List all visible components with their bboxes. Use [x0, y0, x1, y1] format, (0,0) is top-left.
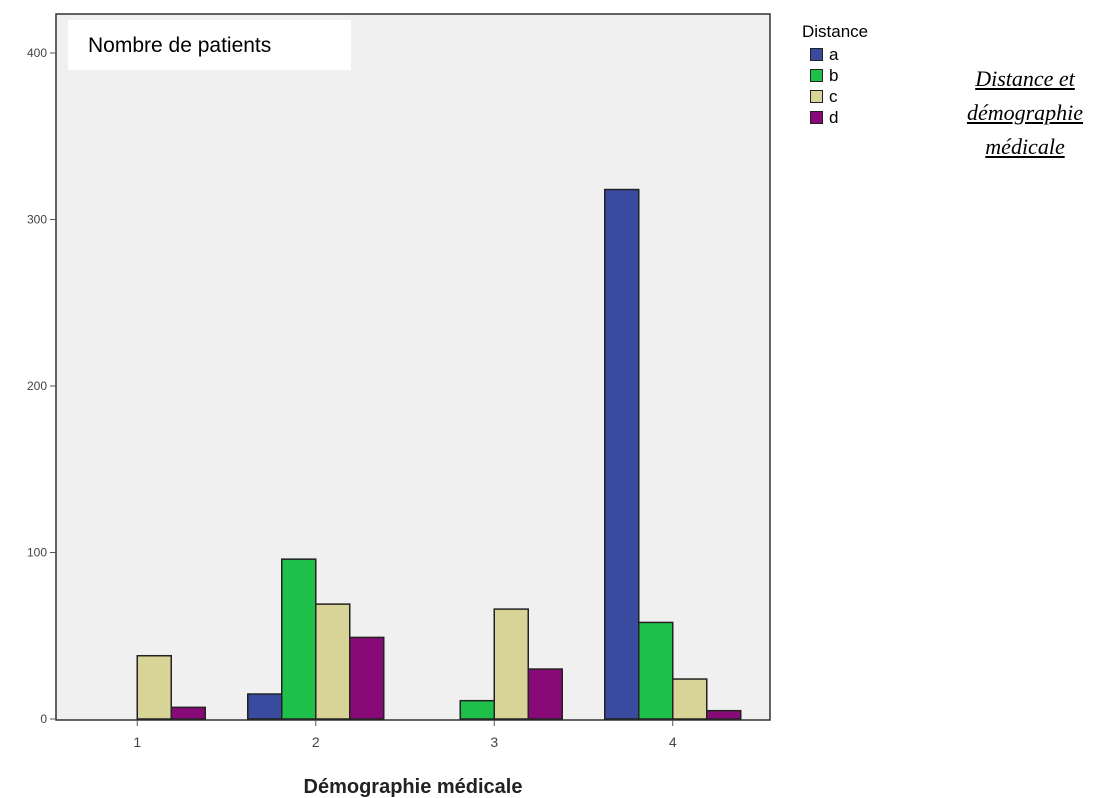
side-title-line-1: Distance et — [975, 66, 1075, 91]
bar-d-2 — [349, 636, 385, 720]
side-title-line-3: médicale — [985, 134, 1065, 159]
bar-a-4 — [604, 188, 640, 720]
bar-b-4 — [638, 621, 674, 720]
bars-group — [136, 188, 742, 720]
x-axis-label: Démographie médicale — [304, 776, 523, 798]
legend-swatch — [810, 90, 823, 103]
side-title: Distance et démographie médicale — [930, 62, 1107, 164]
x-tick-label: 4 — [669, 734, 677, 750]
bar-d-1 — [170, 706, 206, 720]
y-tick-label: 200 — [27, 379, 47, 393]
bar-d-3 — [527, 668, 563, 720]
x-tick-label: 1 — [133, 734, 141, 750]
bar-b-2 — [281, 558, 317, 720]
chart-title: Nombre de patients — [88, 34, 271, 57]
legend-item-b: b — [802, 65, 868, 86]
legend-label: b — [829, 66, 839, 85]
title-box — [68, 20, 351, 70]
legend-item-a: a — [802, 44, 868, 65]
legend-item-c: c — [802, 86, 868, 107]
y-axis: 0 100 200 300 400 — [27, 46, 56, 726]
legend-swatch — [810, 111, 823, 124]
legend-label: d — [829, 108, 839, 127]
y-tick-label: 0 — [40, 712, 47, 726]
side-title-line-2: démographie — [966, 100, 1084, 125]
bar-c-1 — [136, 654, 172, 720]
bar-a-2 — [247, 693, 283, 720]
legend-label: a — [829, 45, 839, 64]
legend-swatch — [810, 69, 823, 82]
x-tick-label: 3 — [490, 734, 498, 750]
legend-label: c — [829, 87, 838, 106]
bar-c-3 — [493, 608, 529, 720]
bar-c-4 — [672, 678, 708, 720]
x-tick-label: 2 — [312, 734, 320, 750]
legend-item-d: d — [802, 107, 868, 128]
legend-swatch — [810, 48, 823, 61]
bar-d-4 — [706, 709, 742, 720]
x-axis: 1 2 3 4 — [133, 720, 677, 750]
y-tick-label: 300 — [27, 213, 47, 227]
plot-area — [55, 13, 771, 721]
legend-title: Distance — [802, 22, 869, 41]
y-tick-label: 400 — [27, 46, 47, 60]
y-tick-label: 100 — [27, 546, 47, 560]
bar-b-3 — [459, 699, 495, 720]
bar-c-2 — [315, 603, 351, 720]
